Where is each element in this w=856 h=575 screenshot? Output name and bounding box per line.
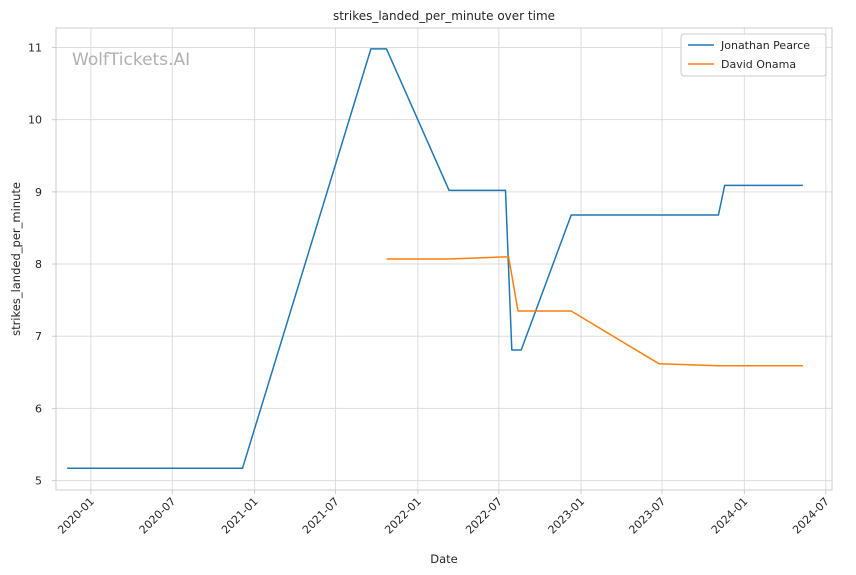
y-tick-label: 8 (35, 258, 42, 271)
x-tick-label: 2023-01 (546, 495, 588, 537)
data-point (66, 467, 68, 469)
data-point (386, 48, 388, 50)
data-point (508, 256, 510, 258)
y-axis-label: strikes_landed_per_minute (9, 182, 23, 336)
x-tick-label: 2022-01 (382, 495, 424, 537)
series-layer (66, 48, 804, 470)
data-point (658, 363, 660, 365)
data-point (517, 310, 519, 312)
legend-label: Jonathan Pearce (720, 39, 810, 52)
grid-lines (56, 28, 832, 490)
data-point (717, 365, 719, 367)
chart-title: strikes_landed_per_minute over time (333, 9, 555, 23)
data-point (724, 184, 726, 186)
x-tick-label: 2021-07 (300, 495, 342, 537)
data-point (717, 214, 719, 216)
legend-label: David Onama (721, 58, 796, 71)
x-tick-label: 2024-07 (790, 495, 832, 537)
y-tick-label: 6 (35, 402, 42, 415)
y-tick-label: 11 (28, 41, 42, 54)
y-tick-label: 7 (35, 330, 42, 343)
x-axis-label: Date (430, 552, 458, 566)
y-tick-label: 10 (28, 114, 42, 127)
data-point (511, 349, 513, 351)
x-tick-label: 2021-01 (219, 495, 261, 537)
data-point (520, 349, 522, 351)
watermark: WolfTickets.AI (72, 50, 190, 70)
data-point (448, 258, 450, 260)
legend-box (680, 33, 827, 77)
data-point (570, 214, 572, 216)
data-point (802, 365, 804, 367)
data-point (386, 258, 388, 260)
x-tick-label: 2023-07 (626, 495, 668, 537)
x-tick-label: 2022-07 (463, 495, 505, 537)
data-point (242, 467, 244, 469)
x-tick-label: 2024-01 (709, 495, 751, 537)
series-line-2 (386, 256, 803, 367)
series-line-1 (67, 48, 803, 470)
y-tick-label: 9 (35, 186, 42, 199)
data-point (370, 48, 372, 50)
y-tick-label: 5 (35, 475, 42, 488)
data-point (448, 189, 450, 191)
plot-frame (55, 27, 833, 491)
x-tick-label: 2020-01 (55, 495, 97, 537)
data-point (802, 184, 804, 186)
legend: Jonathan Pearce David Onama (680, 33, 827, 77)
data-point (504, 189, 506, 191)
data-point (570, 310, 572, 312)
x-tick-label: 2020-07 (137, 495, 179, 537)
